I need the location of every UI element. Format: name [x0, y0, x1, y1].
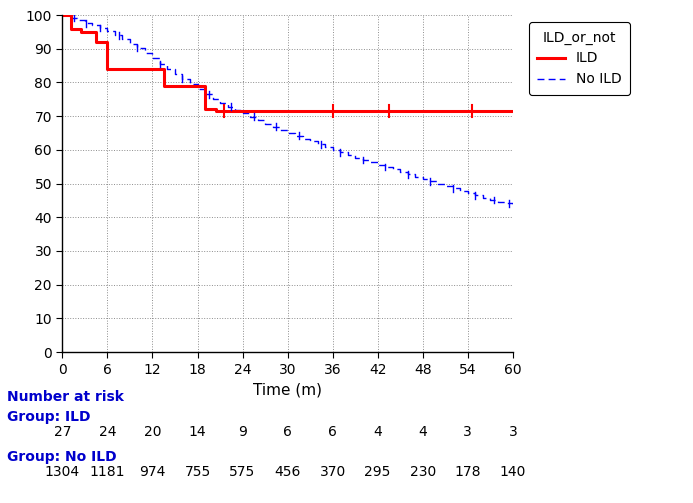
Text: Number at risk: Number at risk — [7, 390, 124, 404]
Text: 6: 6 — [283, 425, 292, 439]
Text: 24: 24 — [98, 425, 116, 439]
Text: 4: 4 — [374, 425, 382, 439]
Text: 3: 3 — [509, 425, 517, 439]
X-axis label: Time (m): Time (m) — [253, 382, 322, 397]
Text: 14: 14 — [188, 425, 207, 439]
Text: 178: 178 — [455, 465, 481, 479]
Text: 4: 4 — [419, 425, 427, 439]
Text: 974: 974 — [139, 465, 166, 479]
Text: 370: 370 — [319, 465, 346, 479]
Text: 3: 3 — [464, 425, 472, 439]
Text: 456: 456 — [274, 465, 301, 479]
Text: 9: 9 — [238, 425, 247, 439]
Text: Group: No ILD: Group: No ILD — [7, 450, 116, 464]
Text: 20: 20 — [143, 425, 161, 439]
Text: 295: 295 — [365, 465, 391, 479]
Text: Group: ILD: Group: ILD — [7, 410, 90, 424]
Text: 575: 575 — [229, 465, 256, 479]
Text: 140: 140 — [500, 465, 526, 479]
Text: 27: 27 — [53, 425, 71, 439]
Legend: ILD, No ILD: ILD, No ILD — [529, 22, 630, 95]
Text: 1181: 1181 — [89, 465, 125, 479]
Text: 755: 755 — [184, 465, 211, 479]
Text: 230: 230 — [410, 465, 436, 479]
Text: 6: 6 — [328, 425, 337, 439]
Text: 1304: 1304 — [45, 465, 80, 479]
